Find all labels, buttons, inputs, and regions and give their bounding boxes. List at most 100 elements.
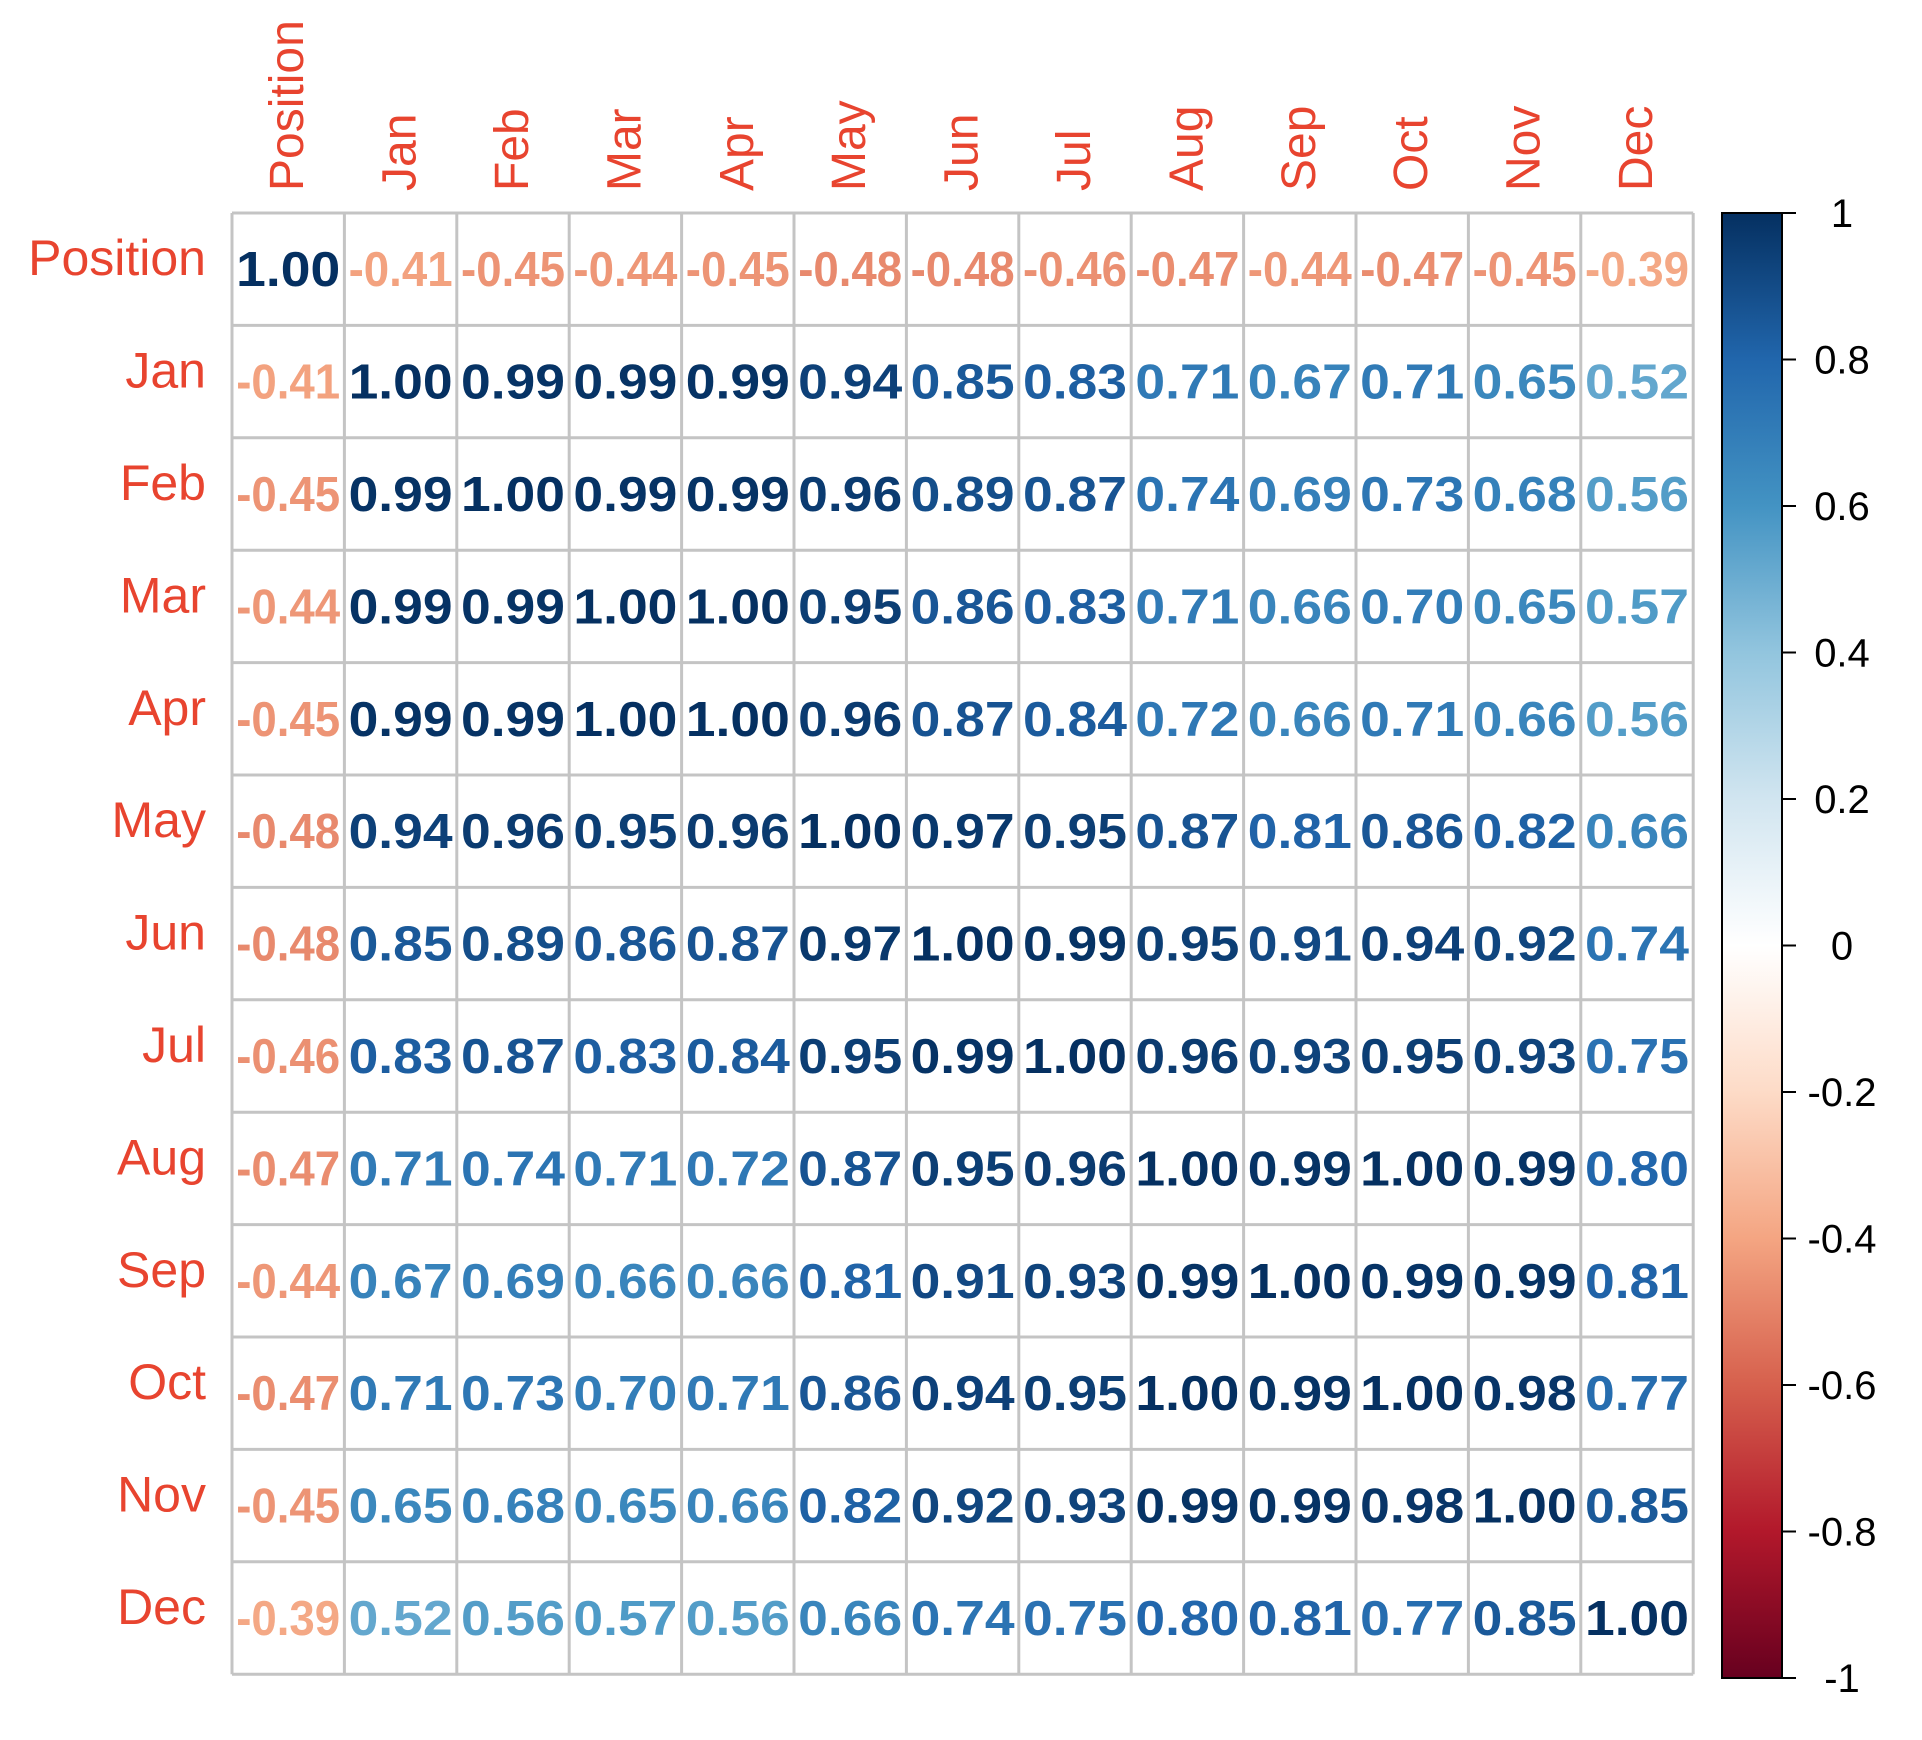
cell-value: -0.47 bbox=[236, 1367, 340, 1421]
row-label: Aug bbox=[117, 1129, 206, 1185]
cell-value: -0.46 bbox=[236, 1030, 340, 1084]
cell-value: 0.98 bbox=[1360, 1480, 1464, 1534]
column-label: Dec bbox=[1610, 106, 1663, 191]
cell-value: 0.74 bbox=[461, 1142, 565, 1196]
cell-value: 1.00 bbox=[1585, 1592, 1689, 1646]
cell-value: 0.93 bbox=[1023, 1480, 1127, 1534]
cell-value: 1.00 bbox=[798, 805, 902, 859]
cell-value: 0.95 bbox=[798, 580, 902, 634]
cell-value: 0.77 bbox=[1360, 1592, 1464, 1646]
cell-value: -0.41 bbox=[236, 356, 340, 410]
cell-value: 0.71 bbox=[686, 1367, 790, 1421]
cell-value: -0.47 bbox=[1135, 243, 1239, 297]
cell-value: 1.00 bbox=[686, 693, 790, 747]
cell-value: -0.44 bbox=[236, 580, 340, 634]
cell-value: 0.93 bbox=[1023, 1255, 1127, 1309]
cell-value: -0.45 bbox=[236, 693, 340, 747]
column-label: May bbox=[823, 100, 876, 191]
cell-value: 0.69 bbox=[461, 1255, 565, 1309]
column-label: Nov bbox=[1498, 106, 1551, 191]
column-label: Jul bbox=[1048, 130, 1101, 191]
cell-value: 0.70 bbox=[573, 1367, 677, 1421]
cell-value: 0.52 bbox=[349, 1592, 453, 1646]
cell-value: 0.99 bbox=[1360, 1255, 1464, 1309]
cell-value: 0.99 bbox=[349, 580, 453, 634]
row-label: Oct bbox=[128, 1354, 206, 1410]
cell-value: 0.99 bbox=[686, 468, 790, 522]
cell-value: 0.87 bbox=[911, 693, 1015, 747]
cell-value: 0.66 bbox=[573, 1255, 677, 1309]
cell-value: -0.44 bbox=[573, 243, 677, 297]
cell-value: 0.98 bbox=[1473, 1367, 1577, 1421]
cell-value: 0.67 bbox=[349, 1255, 453, 1309]
cell-value: 0.95 bbox=[1023, 1367, 1127, 1421]
cell-value: 0.66 bbox=[798, 1592, 902, 1646]
cell-value: -0.46 bbox=[1023, 243, 1127, 297]
cell-value: 0.66 bbox=[686, 1255, 790, 1309]
cell-value: -0.45 bbox=[236, 468, 340, 522]
column-label: Apr bbox=[711, 116, 764, 191]
cell-value: 0.99 bbox=[349, 693, 453, 747]
cell-value: -0.39 bbox=[236, 1592, 340, 1646]
cell-value: 0.75 bbox=[1585, 1030, 1689, 1084]
colorbar-tick-label: -1 bbox=[1824, 1657, 1860, 1701]
cell-value: 0.99 bbox=[1473, 1142, 1577, 1196]
column-label: Position bbox=[261, 20, 314, 191]
row-label: Feb bbox=[120, 455, 206, 511]
cell-value: 1.00 bbox=[573, 693, 677, 747]
row-label: Jul bbox=[142, 1017, 206, 1073]
cell-value: -0.45 bbox=[686, 243, 790, 297]
colorbar-tick-label: -0.8 bbox=[1808, 1511, 1877, 1555]
cell-value: 0.85 bbox=[1585, 1480, 1689, 1534]
cell-value: -0.44 bbox=[1248, 243, 1352, 297]
cell-value: 0.57 bbox=[573, 1592, 677, 1646]
cell-value: 0.81 bbox=[798, 1255, 902, 1309]
cell-value: 0.99 bbox=[1248, 1480, 1352, 1534]
cell-value: 0.89 bbox=[911, 468, 1015, 522]
cell-value: 0.71 bbox=[1135, 580, 1239, 634]
column-label: Jan bbox=[374, 114, 427, 191]
cell-value: 0.97 bbox=[911, 805, 1015, 859]
cell-value: 1.00 bbox=[686, 580, 790, 634]
cell-value: 0.87 bbox=[1135, 805, 1239, 859]
cell-value: 0.74 bbox=[1135, 468, 1239, 522]
cell-value: 0.99 bbox=[1023, 918, 1127, 972]
cell-value: 0.86 bbox=[573, 918, 677, 972]
cell-value: 0.99 bbox=[911, 1030, 1015, 1084]
cell-value: 0.72 bbox=[686, 1142, 790, 1196]
cell-value: 0.99 bbox=[1248, 1367, 1352, 1421]
cell-value: -0.44 bbox=[236, 1255, 340, 1309]
colorbar-tick-label: -0.6 bbox=[1808, 1364, 1877, 1408]
cell-value: 0.97 bbox=[798, 918, 902, 972]
cell-value: 0.65 bbox=[1473, 580, 1577, 634]
cell-value: 0.99 bbox=[1135, 1480, 1239, 1534]
cell-value: 0.71 bbox=[573, 1142, 677, 1196]
cell-value: 0.66 bbox=[1248, 580, 1352, 634]
colorbar-tick-label: -0.2 bbox=[1808, 1071, 1877, 1115]
cell-value: 1.00 bbox=[1023, 1030, 1127, 1084]
cell-value: 0.95 bbox=[911, 1142, 1015, 1196]
row-label: Jan bbox=[125, 343, 206, 399]
colorbar-tick-label: 0.2 bbox=[1814, 778, 1870, 822]
cell-value: 0.71 bbox=[1360, 356, 1464, 410]
row-label: May bbox=[112, 792, 206, 848]
cell-value: -0.45 bbox=[1473, 243, 1577, 297]
cell-value: 0.66 bbox=[1585, 805, 1689, 859]
row-label: Apr bbox=[128, 680, 206, 736]
cell-value: 0.95 bbox=[798, 1030, 902, 1084]
cell-value: 0.96 bbox=[686, 805, 790, 859]
cell-value: 0.75 bbox=[1023, 1592, 1127, 1646]
cell-value: 0.68 bbox=[1473, 468, 1577, 522]
cell-value: 0.94 bbox=[798, 356, 902, 410]
cell-value: -0.48 bbox=[798, 243, 902, 297]
cell-value: 0.92 bbox=[1473, 918, 1577, 972]
row-label: Dec bbox=[117, 1579, 206, 1635]
cell-value: -0.41 bbox=[349, 243, 453, 297]
cell-values: 1.00 -0.41 -0.45 -0.44 -0.45 -0.48 -0.48 -0.46-… bbox=[236, 243, 1689, 1646]
row-label: Position bbox=[28, 230, 206, 286]
cell-value: 0.87 bbox=[686, 918, 790, 972]
cell-value: 0.81 bbox=[1248, 805, 1352, 859]
cell-value: 0.89 bbox=[461, 918, 565, 972]
cell-value: 0.81 bbox=[1248, 1592, 1352, 1646]
